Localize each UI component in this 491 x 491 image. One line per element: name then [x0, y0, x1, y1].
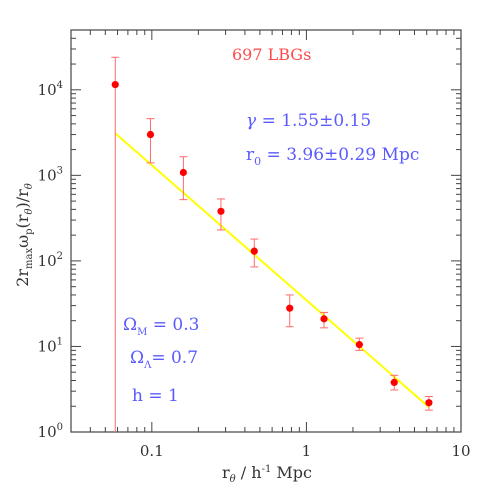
- y-label-b: ω: [13, 235, 32, 248]
- x-axis-label: rθ / h-1 Mpc: [222, 463, 312, 485]
- x-tick-label: 0.1: [140, 442, 164, 460]
- x-tick-label: 1: [302, 442, 312, 460]
- data-point: [179, 168, 187, 177]
- data-point: [217, 207, 225, 215]
- x-label-rest: / h: [236, 463, 262, 482]
- h-annotation: h = 1: [132, 386, 179, 406]
- data-point: [250, 247, 258, 255]
- y-axis-label: 2rmaxωp(rθ)/rθ: [13, 183, 35, 287]
- x-label-tail: Mpc: [271, 463, 312, 482]
- y-tick-label: 102: [38, 251, 63, 270]
- y-label-d-sub: θ: [24, 183, 35, 189]
- data-point: [320, 315, 328, 323]
- y-tick-label: 100: [38, 422, 63, 441]
- r0-subscript: 0: [254, 155, 261, 168]
- y-label-d: )/r: [13, 189, 32, 209]
- y-tick-label: 103: [38, 165, 63, 184]
- y-tick-label: 101: [38, 336, 63, 355]
- data-point: [390, 378, 398, 386]
- y-tick-label: 104: [38, 80, 63, 99]
- omega-l-symbol: Ω: [130, 348, 144, 368]
- x-label-sup: -1: [262, 464, 272, 475]
- y-label-c-sub: θ: [24, 209, 35, 215]
- x-tick-label: 10: [451, 442, 470, 460]
- y-label-c: (r: [13, 214, 32, 228]
- y-label-b-sub: p: [24, 228, 35, 234]
- omega-l-annotation: ΩΛ= 0.7: [130, 348, 198, 371]
- omega-m-symbol: Ω: [123, 315, 137, 335]
- sample-label: 697 LBGs: [232, 45, 311, 64]
- omega-m-annotation: ΩM = 0.3: [123, 315, 199, 338]
- data-point: [146, 130, 155, 139]
- omega-l-value: = 0.7: [151, 348, 198, 368]
- omega-l-subscript: Λ: [143, 360, 152, 371]
- r0-symbol: r: [246, 145, 255, 165]
- y-label-a-sub: max: [24, 248, 35, 269]
- plot-frame: [70, 29, 462, 433]
- omega-m-value: = 0.3: [147, 315, 199, 335]
- gamma-symbol: γ: [246, 111, 257, 131]
- data-point: [425, 399, 433, 407]
- plot-layer: 0.1 1 10 100 101 102 103 104: [38, 29, 471, 460]
- data-point: [286, 304, 294, 312]
- x-label-main: r: [222, 463, 230, 482]
- y-label-a: 2r: [13, 269, 32, 287]
- omega-m-subscript: M: [137, 327, 147, 338]
- data-point: [111, 81, 119, 89]
- power-law-fit-line: [114, 132, 430, 408]
- r0-value: = 3.96±0.29 Mpc: [261, 145, 419, 165]
- gamma-annotation: γ = 1.55±0.15: [246, 111, 371, 131]
- gamma-value: = 1.55±0.15: [256, 111, 371, 131]
- data-point: [355, 341, 363, 349]
- x-label-sub: θ: [230, 474, 236, 485]
- r0-annotation: r0 = 3.96±0.29 Mpc: [246, 145, 419, 168]
